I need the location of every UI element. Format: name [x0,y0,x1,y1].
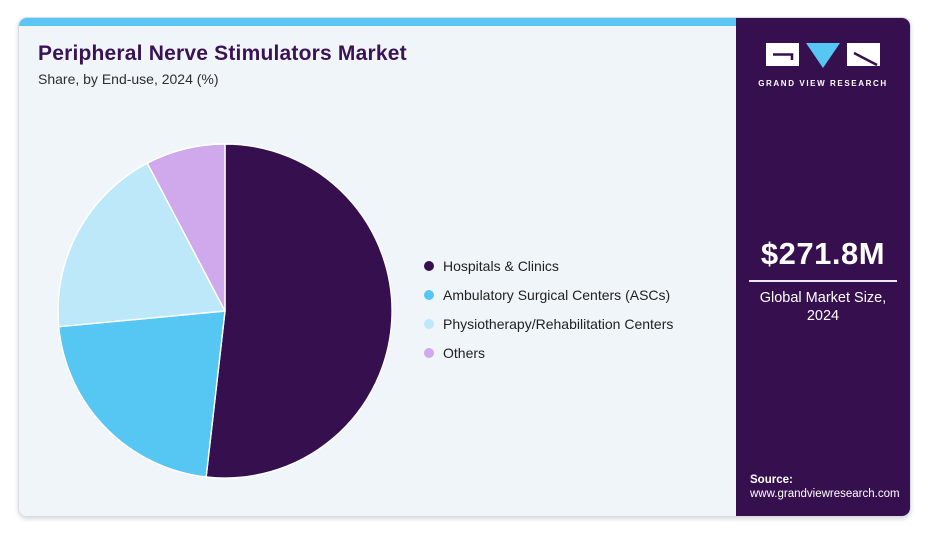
chart-panel: Peripheral Nerve Stimulators Market Shar… [19,18,736,516]
legend-item: Physiotherapy/Rehabilitation Centers [424,316,673,332]
market-size-block: $271.8M Global Market Size, 2024 [749,236,897,325]
legend: Hospitals & Clinics Ambulatory Surgical … [424,258,673,374]
sidebar: GRAND VIEW RESEARCH $271.8M Global Marke… [736,18,910,516]
pie-slice [57,162,226,328]
page-subtitle: Share, by End-use, 2024 (%) [38,71,219,88]
legend-item: Others [424,345,673,361]
source-url: www.grandviewresearch.com [750,488,900,500]
market-size-value: $271.8M [749,236,897,282]
source-block: Source: www.grandviewresearch.com [750,474,900,500]
report-card: Peripheral Nerve Stimulators Market Shar… [18,17,911,517]
legend-label: Ambulatory Surgical Centers (ASCs) [443,287,671,303]
legend-label: Physiotherapy/Rehabilitation Centers [443,316,674,332]
brand-name: GRAND VIEW RESEARCH [758,79,888,88]
source-label: Source: [750,474,793,486]
chart-header: Peripheral Nerve Stimulators Market Shar… [38,42,407,87]
legend-label: Others [443,345,486,361]
brand-logo: GRAND VIEW RESEARCH [736,42,910,88]
pie-chart-svg [57,143,393,479]
legend-dot [424,261,434,271]
market-size-caption: Global Market Size, 2024 [759,290,887,325]
legend-dot [424,348,434,358]
pie-chart [55,141,395,481]
legend-dot [424,290,434,300]
page-title: Peripheral Nerve Stimulators Market [38,42,407,65]
legend-dot [424,319,434,329]
legend-item: Ambulatory Surgical Centers (ASCs) [424,287,673,303]
gvr-logo-icon [766,43,880,68]
pie-slice [58,310,226,478]
accent-top-bar [19,18,736,26]
pie-slice [146,143,226,312]
pie-slice [205,143,393,479]
legend-item: Hospitals & Clinics [424,258,673,274]
legend-label: Hospitals & Clinics [443,258,559,274]
